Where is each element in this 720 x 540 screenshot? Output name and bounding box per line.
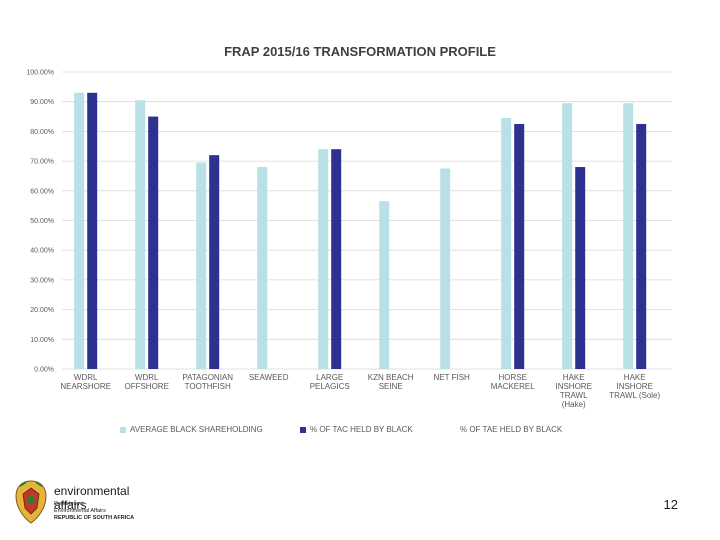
y-tick-label: 90.00%	[30, 99, 54, 106]
legend-label: % OF TAC HELD BY BLACK	[310, 425, 413, 434]
chart-title: FRAP 2015/16 TRANSFORMATION PROFILE	[224, 44, 496, 59]
x-tick-label: SEAWEED	[249, 373, 289, 382]
logo-title: environmental affairs	[54, 484, 130, 512]
x-tick-label: TRAWL	[560, 391, 588, 400]
legend-label: AVERAGE BLACK SHAREHOLDING	[130, 425, 263, 434]
x-tick-label: OFFSHORE	[124, 382, 168, 391]
y-tick-label: 10.00%	[30, 337, 54, 344]
x-tick-label: TRAWL (Sole)	[609, 391, 660, 400]
x-tick-label: PELAGICS	[310, 382, 350, 391]
x-tick-label: LARGE	[316, 373, 343, 382]
bar-avg-black-shareholding	[562, 103, 573, 369]
y-tick-label: 40.00%	[30, 248, 54, 255]
bar-tac-held-by-black	[209, 155, 220, 369]
page-number: 12	[663, 497, 678, 512]
y-tick-label: 30.00%	[30, 277, 54, 284]
bar-tac-held-by-black	[87, 92, 98, 369]
bar-tac-held-by-black	[514, 123, 525, 369]
coat-of-arms-icon	[15, 480, 47, 524]
bar-avg-black-shareholding	[501, 118, 512, 369]
y-tick-label: 100.00%	[26, 70, 54, 77]
legend-swatch	[300, 426, 306, 433]
bar-tac-held-by-black	[636, 123, 647, 369]
x-tick-label: TOOTHFISH	[185, 382, 231, 391]
bar-avg-black-shareholding	[74, 92, 85, 369]
bar-avg-black-shareholding	[379, 201, 390, 369]
logo-line-3: REPUBLIC OF SOUTH AFRICA	[54, 515, 135, 521]
y-tick-label: 60.00%	[30, 188, 54, 195]
legend-item-tae-held-by-black: % OF TAE HELD BY BLACK	[450, 425, 562, 434]
x-tick-label: NEARSHORE	[60, 382, 111, 391]
legend-item-tac-held-by-black: % OF TAC HELD BY BLACK	[300, 425, 413, 434]
bar-avg-black-shareholding	[257, 167, 268, 369]
bar-tac-held-by-black	[575, 167, 586, 369]
logo-line-1: Department:	[54, 501, 85, 507]
legend-label: % OF TAE HELD BY BLACK	[460, 425, 563, 434]
bar-avg-black-shareholding	[318, 149, 329, 369]
x-tick-label: SEINE	[379, 382, 403, 391]
x-tick-label: HORSE	[498, 373, 526, 382]
bar-avg-black-shareholding	[440, 168, 451, 369]
logo-line-2: Environmental Affairs	[54, 508, 106, 514]
legend-item-avg-black-shareholding: AVERAGE BLACK SHAREHOLDING	[120, 425, 263, 434]
bar-chart: 0.00% 10.00% 20.00% 30.00% 40.00% 50.00% 60.00…	[26, 70, 672, 409]
x-tick-label: PATAGONIAN	[182, 373, 233, 382]
bar-avg-black-shareholding	[196, 162, 207, 369]
y-tick-label: 50.00%	[30, 218, 54, 225]
y-tick-label: 0.00%	[34, 367, 54, 374]
x-tick-label: WDRL	[135, 373, 159, 382]
x-tick-label: MACKEREL	[491, 382, 536, 391]
legend-swatch	[120, 426, 126, 433]
legend-swatch	[450, 426, 456, 433]
bar-avg-black-shareholding	[135, 100, 146, 369]
x-tick-label: HAKE	[563, 373, 585, 382]
y-tick-label: 70.00%	[30, 159, 54, 166]
x-tick-label: INSHORE	[555, 382, 591, 391]
department-logo: environmental affairs Department: Enviro…	[12, 478, 162, 528]
y-tick-label: 80.00%	[30, 129, 54, 136]
bar-tac-held-by-black	[331, 149, 342, 369]
bar-tac-held-by-black	[148, 116, 159, 369]
x-tick-label: KZN BEACH	[368, 373, 414, 382]
x-tick-label: INSHORE	[616, 382, 652, 391]
bar-avg-black-shareholding	[623, 103, 634, 369]
chart-legend: AVERAGE BLACK SHAREHOLDING % OF TAC HELD…	[120, 425, 620, 437]
y-tick-label: 20.00%	[30, 307, 54, 314]
x-tick-label: (Hake)	[562, 400, 586, 409]
x-tick-label: WDRL	[74, 373, 98, 382]
x-tick-label: HAKE	[624, 373, 646, 382]
x-tick-label: NET FISH	[434, 373, 471, 382]
